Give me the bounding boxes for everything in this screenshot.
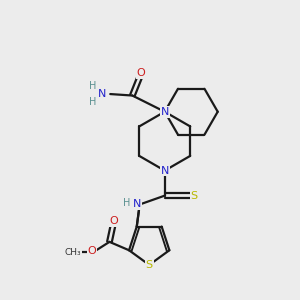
Text: N: N xyxy=(133,200,142,209)
Text: O: O xyxy=(87,246,96,256)
Text: CH₃: CH₃ xyxy=(64,248,81,257)
Text: O: O xyxy=(110,216,118,226)
Text: S: S xyxy=(190,190,198,201)
Text: H: H xyxy=(89,97,97,107)
Text: H: H xyxy=(89,81,97,91)
Text: O: O xyxy=(137,68,146,78)
Text: N: N xyxy=(160,166,169,176)
Text: N: N xyxy=(98,89,106,99)
Text: N: N xyxy=(160,107,169,117)
Text: S: S xyxy=(146,260,153,270)
Text: H: H xyxy=(123,198,131,208)
